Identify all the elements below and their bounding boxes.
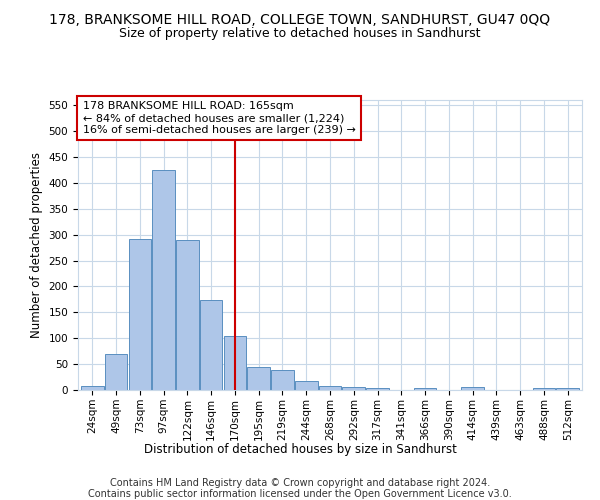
Text: 178 BRANKSOME HILL ROAD: 165sqm
← 84% of detached houses are smaller (1,224)
16%: 178 BRANKSOME HILL ROAD: 165sqm ← 84% of… xyxy=(83,102,356,134)
Bar xyxy=(271,370,294,390)
Bar xyxy=(461,388,484,390)
Bar xyxy=(247,367,270,390)
Bar xyxy=(81,386,104,390)
Bar xyxy=(128,239,151,390)
Text: 178, BRANKSOME HILL ROAD, COLLEGE TOWN, SANDHURST, GU47 0QQ: 178, BRANKSOME HILL ROAD, COLLEGE TOWN, … xyxy=(49,12,551,26)
Y-axis label: Number of detached properties: Number of detached properties xyxy=(30,152,43,338)
Bar xyxy=(414,388,436,390)
Bar xyxy=(224,336,246,390)
Bar xyxy=(343,388,365,390)
Bar xyxy=(295,381,317,390)
Text: Contains HM Land Registry data © Crown copyright and database right 2024.: Contains HM Land Registry data © Crown c… xyxy=(110,478,490,488)
Bar xyxy=(200,300,223,390)
Text: Contains public sector information licensed under the Open Government Licence v3: Contains public sector information licen… xyxy=(88,489,512,499)
Bar xyxy=(152,170,175,390)
Bar xyxy=(105,354,127,390)
Bar xyxy=(366,388,389,390)
Bar xyxy=(533,388,555,390)
Bar xyxy=(319,386,341,390)
Text: Distribution of detached houses by size in Sandhurst: Distribution of detached houses by size … xyxy=(143,442,457,456)
Text: Size of property relative to detached houses in Sandhurst: Size of property relative to detached ho… xyxy=(119,28,481,40)
Bar xyxy=(176,240,199,390)
Bar xyxy=(556,388,579,390)
